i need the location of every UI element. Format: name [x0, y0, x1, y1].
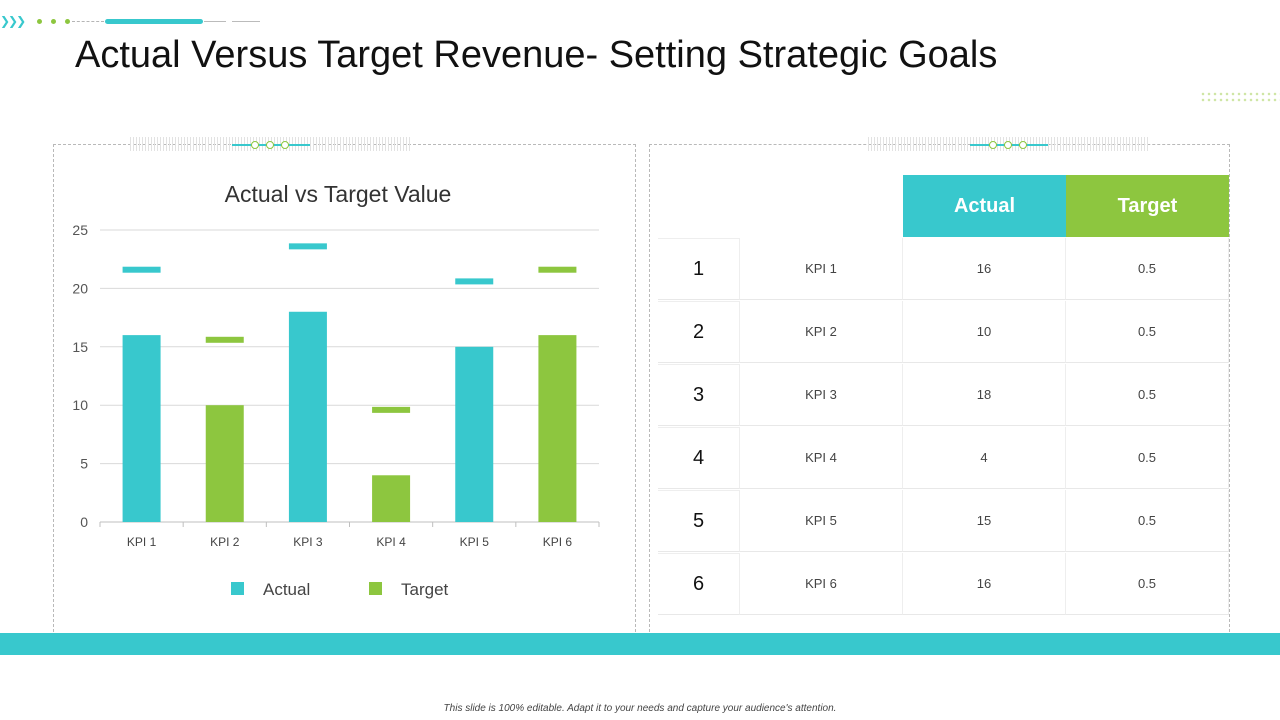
- legend-label-target: Target: [401, 580, 449, 599]
- row-kpi: KPI 5: [740, 490, 903, 552]
- row-target: 0.5: [1066, 301, 1229, 363]
- bar-kpi-3: [288, 311, 327, 522]
- panel-cap-dot: [281, 141, 289, 149]
- row-target: 0.5: [1066, 490, 1229, 552]
- panel-cap-dot: [266, 141, 274, 149]
- panel-cap-dot: [1019, 141, 1027, 149]
- bar-kpi-1: [122, 335, 161, 522]
- footer-band: [0, 633, 1280, 655]
- y-tick-label: 15: [72, 339, 88, 355]
- row-target: 0.5: [1066, 427, 1229, 489]
- bar-kpi-6: [538, 335, 577, 522]
- y-tick-label: 10: [72, 397, 88, 413]
- x-tick-label: KPI 5: [460, 535, 490, 549]
- y-tick-label: 20: [72, 280, 88, 296]
- decor-dot: [65, 19, 70, 24]
- decor-dashed-line: [72, 21, 104, 22]
- panel-cap-dot: [989, 141, 997, 149]
- legend-label-actual: Actual: [263, 580, 310, 599]
- decor-line: [232, 21, 260, 22]
- row-kpi: KPI 3: [740, 364, 903, 426]
- x-tick-label: KPI 1: [127, 535, 157, 549]
- y-tick-label: 0: [80, 514, 88, 530]
- header-target: Target: [1066, 175, 1229, 237]
- decor-dot: [51, 19, 56, 24]
- row-number: 4: [658, 427, 740, 489]
- target-marker-kpi-4: [372, 406, 411, 413]
- row-actual: 18: [903, 364, 1066, 426]
- header-actual: Actual: [903, 175, 1066, 237]
- bar-kpi-4: [372, 475, 411, 522]
- chart-title: Actual vs Target Value: [225, 181, 452, 207]
- row-target: 0.5: [1066, 238, 1229, 300]
- row-kpi: KPI 1: [740, 238, 903, 300]
- decor-line: [204, 21, 226, 22]
- target-marker-kpi-5: [455, 278, 494, 285]
- bar-kpi-2: [205, 405, 244, 522]
- x-tick-label: KPI 3: [293, 535, 323, 549]
- row-target: 0.5: [1066, 364, 1229, 426]
- legend-swatch-actual: [231, 582, 244, 595]
- legend-swatch-target: [369, 582, 382, 595]
- decor-dot-band: [1200, 91, 1280, 103]
- row-target: 0.5: [1066, 553, 1229, 615]
- row-number: 3: [658, 364, 740, 426]
- row-kpi: KPI 2: [740, 301, 903, 363]
- row-number: 6: [658, 553, 740, 615]
- target-marker-kpi-1: [122, 266, 161, 273]
- bar-kpi-5: [455, 346, 494, 522]
- row-actual: 16: [903, 553, 1066, 615]
- row-actual: 4: [903, 427, 1066, 489]
- row-number: 5: [658, 490, 740, 552]
- decor-accent-bar: [105, 19, 203, 24]
- footer-note: This slide is 100% editable. Adapt it to…: [443, 703, 837, 714]
- chevron-right-icon: ❯❯❯: [0, 14, 26, 28]
- row-number: 1: [658, 238, 740, 300]
- panel-cap-dot: [1004, 141, 1012, 149]
- row-actual: 15: [903, 490, 1066, 552]
- row-kpi: KPI 4: [740, 427, 903, 489]
- y-tick-label: 25: [72, 222, 88, 238]
- panel-cap-dot: [251, 141, 259, 149]
- row-kpi: KPI 6: [740, 553, 903, 615]
- row-actual: 10: [903, 301, 1066, 363]
- row-number: 2: [658, 301, 740, 363]
- decor-dot: [37, 19, 42, 24]
- bar-chart: Actual vs Target Value 0 5 10 15 20 25 KPI 1 KPI…: [72, 181, 600, 599]
- x-tick-label: KPI 4: [376, 535, 406, 549]
- x-tick-label: KPI 6: [543, 535, 573, 549]
- target-marker-kpi-2: [205, 336, 244, 343]
- target-marker-kpi-6: [538, 266, 577, 273]
- row-actual: 16: [903, 238, 1066, 300]
- y-tick-label: 5: [80, 456, 88, 472]
- page-title: Actual Versus Target Revenue- Setting St…: [75, 34, 998, 76]
- target-marker-kpi-3: [288, 243, 327, 250]
- x-tick-label: KPI 2: [210, 535, 240, 549]
